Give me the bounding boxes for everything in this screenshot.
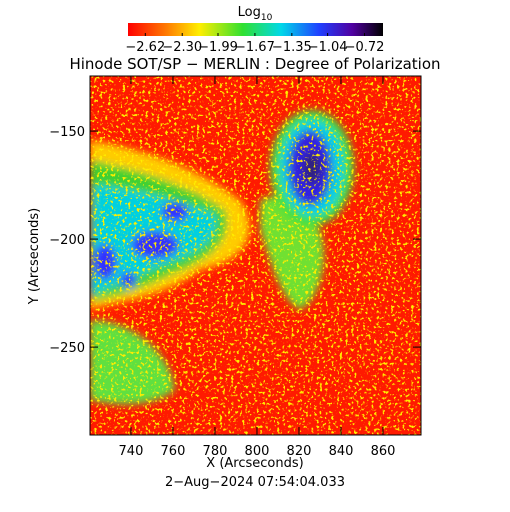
y-axis-label: Y (Arcseconds)	[27, 208, 42, 305]
colorbar-tick-label: −1.99	[198, 40, 238, 55]
colorbar-tick-label: −1.35	[272, 40, 312, 55]
y-tick-label: −250	[49, 341, 85, 356]
x-tick-label: 760	[161, 444, 186, 459]
footer-date: 2−Aug−2024 07:54:04.033	[165, 475, 345, 490]
x-tick-label: 820	[287, 444, 312, 459]
y-tick-label: −150	[49, 125, 85, 140]
colorbar-tick-label: −0.72	[345, 40, 385, 55]
x-tick-label: 740	[119, 444, 144, 459]
colorbar-tick-label: −2.30	[162, 40, 202, 55]
colorbar-tick-label: −1.04	[308, 40, 348, 55]
colorbar-tick-label: −2.62	[125, 40, 165, 55]
x-tick-label: 780	[203, 444, 228, 459]
polarization-map	[90, 76, 421, 435]
colorbar	[128, 23, 383, 36]
plot-frame	[89, 75, 422, 436]
y-tick-label: −200	[49, 233, 85, 248]
x-tick-label: 860	[371, 444, 396, 459]
chart-title: Hinode SOT/SP − MERLIN : Degree of Polar…	[69, 55, 440, 73]
colorbar-tick-label: −1.67	[235, 40, 275, 55]
colorbar-title: Log10	[238, 5, 273, 23]
x-tick-label: 840	[329, 444, 354, 459]
x-axis-label: X (Arcseconds)	[206, 456, 303, 471]
x-tick-label: 800	[245, 444, 270, 459]
